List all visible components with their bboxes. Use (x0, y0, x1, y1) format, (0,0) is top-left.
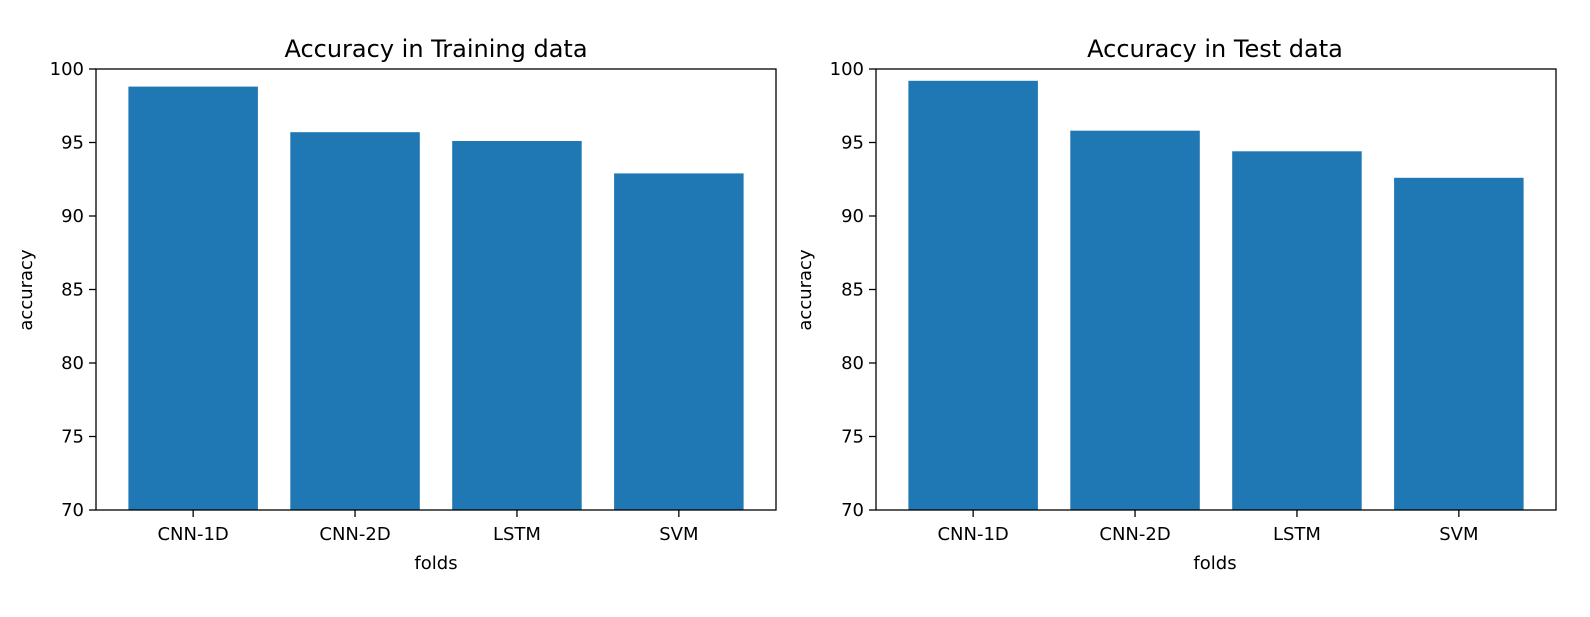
x-tick-label: CNN-1D (937, 524, 1008, 545)
bar-cnn-1d (908, 80, 1038, 511)
x-axis-label: folds (1193, 553, 1236, 574)
x-tick-label: CNN-2D (319, 524, 390, 545)
y-tick-label: 80 (841, 353, 864, 374)
chart-training: Accuracy in Training data 70 75 80 85 90 95 10… (16, 35, 777, 574)
y-axis-label: accuracy (16, 249, 37, 331)
bar-lstm (452, 141, 582, 510)
y-tick-label: 95 (841, 133, 864, 154)
x-tick-label: SVM (1439, 524, 1478, 545)
bar-group (908, 80, 1524, 511)
x-tick-label: LSTM (1273, 524, 1321, 545)
x-tick-label: CNN-1D (157, 524, 228, 545)
y-axis-label: accuracy (795, 249, 816, 331)
y-tick-label: 85 (61, 280, 84, 301)
y-tick-label: 75 (841, 427, 864, 448)
y-tick-label: 70 (841, 500, 864, 521)
y-tick-label: 85 (841, 280, 864, 301)
bar-cnn-2d (1070, 130, 1200, 510)
x-tick-label: SVM (659, 524, 698, 545)
y-tick-group: 70 75 80 85 90 95 100 (50, 59, 96, 521)
y-tick-label: 80 (61, 353, 84, 374)
bar-group (128, 86, 744, 510)
y-tick-group: 70 75 80 85 90 95 100 (830, 59, 876, 521)
y-tick-label: 90 (61, 206, 84, 227)
y-tick-label: 75 (61, 427, 84, 448)
x-axis-label: folds (414, 553, 457, 574)
bar-cnn-1d (128, 86, 258, 510)
chart-test: Accuracy in Test data 70 75 80 85 90 95 100 CN… (795, 35, 1557, 574)
y-tick-label: 100 (830, 59, 864, 80)
chart-title: Accuracy in Training data (284, 35, 587, 63)
bar-svm (614, 173, 744, 510)
bar-svm (1394, 177, 1524, 511)
x-tick-group: CNN-1D CNN-2D LSTM SVM (937, 510, 1478, 545)
y-tick-label: 70 (61, 500, 84, 521)
x-tick-label: CNN-2D (1099, 524, 1170, 545)
bar-cnn-2d (290, 132, 420, 510)
bar-lstm (1232, 151, 1362, 511)
chart-title: Accuracy in Test data (1087, 35, 1343, 63)
x-tick-group: CNN-1D CNN-2D LSTM SVM (157, 510, 698, 545)
y-tick-label: 100 (50, 59, 84, 80)
y-tick-label: 90 (841, 206, 864, 227)
x-tick-label: LSTM (493, 524, 541, 545)
y-tick-label: 95 (61, 133, 84, 154)
